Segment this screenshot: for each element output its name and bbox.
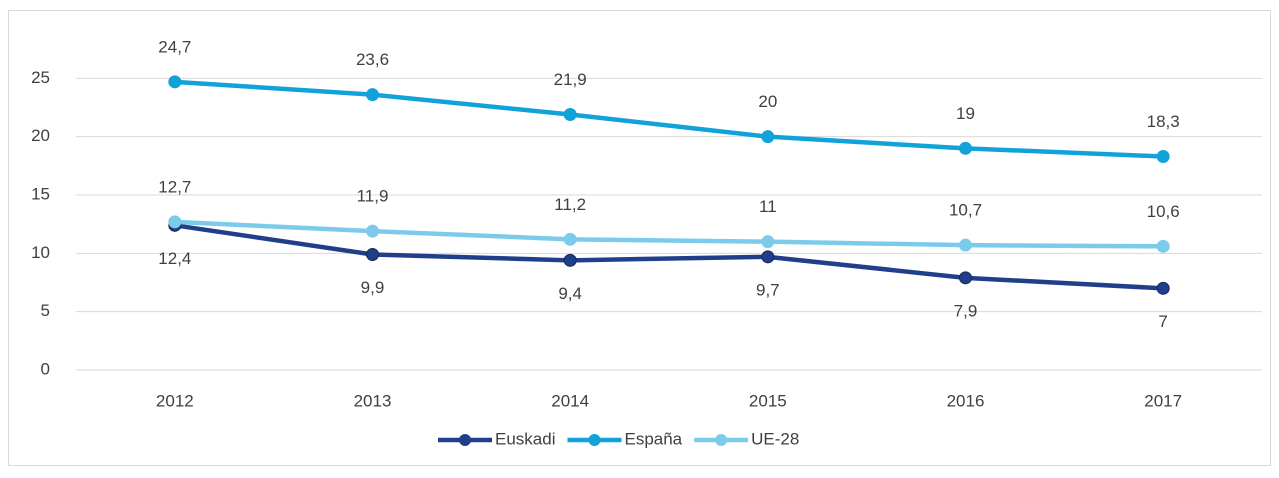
legend-marker — [459, 434, 471, 446]
y-tick-label: 25 — [31, 68, 50, 87]
point — [761, 235, 775, 249]
y-tick-label: 0 — [41, 359, 50, 378]
data-label: 12,7 — [158, 177, 191, 196]
y-tick-label: 15 — [31, 184, 50, 203]
data-label: 9,7 — [756, 280, 780, 299]
data-label: 18,3 — [1147, 112, 1180, 131]
data-label: 20 — [758, 92, 777, 111]
x-tick-label: 2014 — [551, 391, 589, 410]
y-tick-label: 20 — [31, 126, 50, 145]
point — [366, 224, 379, 238]
x-tick-label: 2015 — [749, 391, 787, 410]
x-tick-label: 2017 — [1144, 391, 1182, 410]
legend-label: UE-28 — [751, 429, 799, 448]
x-tick-label: 2013 — [354, 391, 392, 410]
data-label: 24,7 — [158, 37, 191, 56]
data-label: 12,4 — [158, 249, 191, 268]
point — [1156, 281, 1170, 295]
data-label: 9,9 — [361, 278, 385, 297]
data-label: 7 — [1158, 312, 1167, 331]
data-label: 10,6 — [1147, 202, 1180, 221]
data-label: 23,6 — [356, 50, 389, 69]
data-label: 10,7 — [949, 201, 982, 220]
x-tick-label: 2016 — [947, 391, 985, 410]
point — [1156, 150, 1170, 163]
data-label: 11,9 — [357, 187, 389, 206]
point — [366, 88, 379, 102]
legend-marker — [715, 434, 728, 446]
point — [959, 271, 972, 285]
data-label: 19 — [956, 104, 975, 123]
point — [366, 248, 379, 261]
point — [168, 215, 182, 229]
legend-label: Euskadi — [495, 429, 555, 448]
series-line — [174, 79, 1164, 159]
point — [1156, 239, 1170, 253]
series-line — [174, 219, 1164, 249]
point — [168, 75, 182, 89]
point — [563, 253, 577, 267]
point — [563, 232, 577, 246]
point — [959, 141, 972, 155]
data-label: 11,2 — [554, 195, 586, 214]
y-tick-label: 5 — [41, 301, 50, 320]
legend-label: España — [624, 429, 682, 448]
point — [563, 108, 577, 121]
point — [761, 250, 775, 264]
point — [761, 130, 775, 144]
data-label: 7,9 — [954, 301, 978, 320]
y-tick-label: 10 — [31, 243, 50, 262]
series-line — [174, 223, 1164, 291]
x-tick-label: 2012 — [156, 391, 194, 410]
point — [959, 238, 972, 252]
data-label: 21,9 — [554, 70, 587, 89]
data-label: 9,4 — [558, 284, 582, 303]
data-label: 11 — [759, 197, 777, 216]
legend-marker — [588, 434, 601, 446]
